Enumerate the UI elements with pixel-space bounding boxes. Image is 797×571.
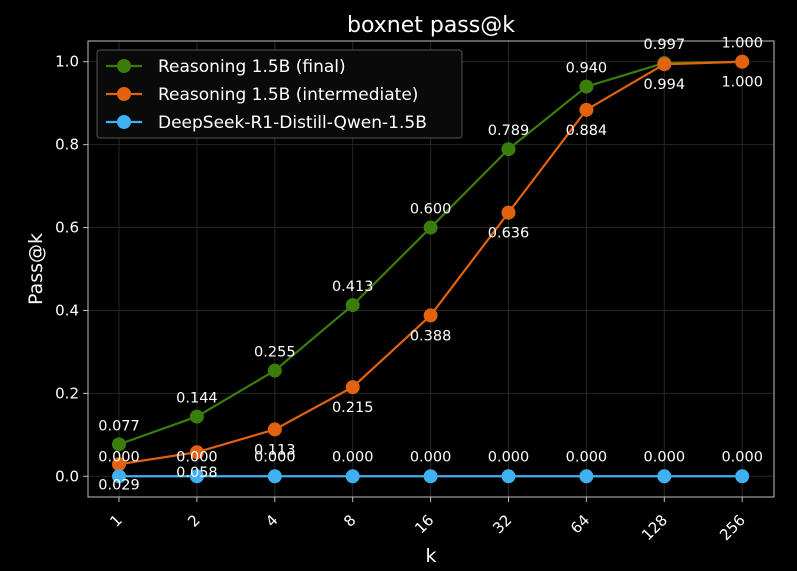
series-2-point: [267, 469, 282, 484]
chart-title: boxnet pass@k: [347, 13, 515, 38]
legend-marker-2: [117, 115, 131, 129]
series-0-point: [345, 298, 360, 313]
series-0-point: [579, 79, 594, 94]
y-axis-title: Pass@k: [25, 233, 47, 305]
series-0-data-label: 0.997: [644, 37, 686, 53]
series-2-data-label: 0.000: [566, 449, 608, 465]
series-2-point: [189, 469, 204, 484]
series-0-data-label: 0.413: [332, 279, 374, 295]
series-1-data-label: 0.884: [566, 123, 608, 139]
series-1-data-label: 1.000: [721, 75, 763, 91]
series-2-data-label: 0.000: [721, 449, 763, 465]
legend-label-2: DeepSeek-R1-Distill-Qwen-1.5B: [158, 113, 427, 133]
series-2-point: [345, 469, 360, 484]
series-2-data-label: 0.000: [488, 449, 530, 465]
y-tick-label: 0.0: [55, 467, 79, 485]
series-1-data-label: 0.058: [176, 465, 218, 481]
series-1-point: [423, 308, 438, 323]
series-0-data-label: 0.077: [98, 418, 140, 434]
series-1-data-label: 0.994: [644, 77, 686, 93]
y-tick-label: 0.4: [55, 301, 79, 319]
series-1-data-label: 0.215: [332, 400, 374, 416]
series-0-point: [189, 409, 204, 424]
series-1-data-label: 0.029: [98, 477, 140, 493]
series-2-point: [735, 469, 750, 484]
series-1-data-label: 0.113: [254, 442, 296, 458]
series-1-data-label: 0.388: [410, 328, 452, 344]
series-1-point: [657, 57, 672, 72]
legend-marker-1: [117, 87, 131, 101]
legend: Reasoning 1.5B (final) Reasoning 1.5B (in…: [96, 49, 463, 139]
series-2-point: [501, 469, 516, 484]
series-1-point: [189, 445, 204, 460]
series-2-data-label: 0.000: [410, 449, 452, 465]
series-2-point: [112, 469, 126, 484]
y-tick-label: 1.0: [55, 53, 79, 71]
series-0-point: [423, 220, 438, 235]
series-0-data-label: 0.255: [254, 345, 296, 361]
series-2-data-label: 0.000: [644, 449, 686, 465]
series-2-point: [423, 469, 438, 484]
series-2-data-label: 0.000: [332, 449, 374, 465]
legend-label-0: Reasoning 1.5B (final): [158, 57, 346, 77]
y-tick-label: 0.2: [55, 384, 79, 402]
series-0-data-label: 0.600: [410, 202, 452, 218]
legend-label-1: Reasoning 1.5B (intermediate): [158, 85, 418, 105]
y-tick-label: 0.8: [55, 136, 79, 154]
series-1-point: [501, 205, 516, 220]
series-0-point: [112, 437, 126, 452]
series-2-data-label: 0.000: [98, 449, 140, 465]
series-2-point: [657, 469, 672, 484]
series-1-point: [735, 54, 750, 69]
legend-entries: Reasoning 1.5B (final) Reasoning 1.5B (in…: [106, 57, 427, 133]
series-1-point: [579, 102, 594, 117]
series-2-data-label: 0.000: [176, 449, 218, 465]
legend-box: [96, 49, 463, 139]
series-layer: [112, 54, 750, 484]
series-0-data-label: 1.000: [721, 36, 763, 52]
series-0-point: [501, 142, 516, 157]
series-0-point: [267, 363, 282, 378]
x-axis-title: k: [425, 545, 436, 567]
series-1-point: [345, 380, 360, 395]
series-2-point: [579, 469, 594, 484]
series-2-data-label: 0.000: [254, 449, 296, 465]
series-1-point: [267, 422, 282, 437]
series-0-data-label: 0.940: [566, 61, 608, 77]
y-tick-label: 0.6: [55, 219, 79, 237]
series-1-point: [112, 457, 126, 472]
legend-marker-0: [117, 59, 131, 73]
series-0-data-label: 0.144: [176, 391, 218, 407]
series-1-data-label: 0.636: [488, 226, 530, 242]
series-0-data-label: 0.789: [488, 123, 530, 139]
data-labels: 0.077 0.144 0.255 0.413 0.600 0.789 0.940 0.997…: [98, 36, 763, 494]
